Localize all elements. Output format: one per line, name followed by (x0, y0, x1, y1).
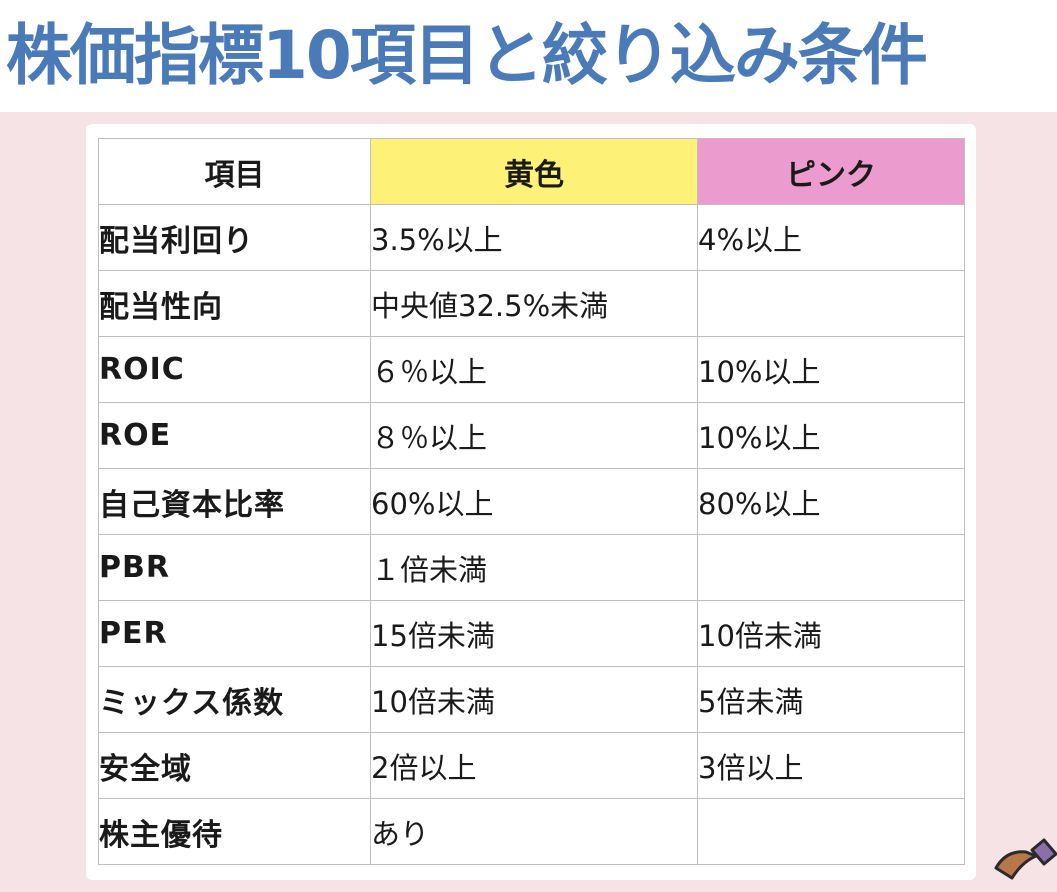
row-pink-value (697, 798, 965, 865)
row-yellow-value: ６％以上 (370, 336, 698, 403)
header-pink: ピンク (697, 138, 965, 205)
row-pink-value: 10%以上 (697, 402, 965, 469)
table-row: ROIC ６％以上 10%以上 (98, 336, 965, 403)
table-row: ミックス係数 10倍未満 5倍未満 (98, 666, 965, 733)
header-item: 項目 (98, 138, 371, 205)
table-row: PBR １倍未満 (98, 534, 965, 601)
header-yellow: 黄色 (370, 138, 698, 205)
row-yellow-value: １倍未満 (370, 534, 698, 601)
table-row: 安全域 2倍以上 3倍以上 (98, 732, 965, 799)
table-row: ROE ８％以上 10%以上 (98, 402, 965, 469)
row-yellow-value: ８％以上 (370, 402, 698, 469)
row-item: 配当利回り (98, 204, 371, 271)
row-pink-value: 10倍未満 (697, 600, 965, 667)
table-row: 自己資本比率 60%以上 80%以上 (98, 468, 965, 535)
table-row: 配当性向 中央値32.5%未満 (98, 270, 965, 337)
conditions-table: 項目 黄色 ピンク 配当利回り 3.5%以上 4%以上 配当性向 中央値32.5… (98, 138, 965, 865)
row-yellow-value: 2倍以上 (370, 732, 698, 799)
row-yellow-value: 60%以上 (370, 468, 698, 535)
row-item: 配当性向 (98, 270, 371, 337)
row-item: ROE (98, 402, 371, 469)
row-yellow-value: 中央値32.5%未満 (370, 270, 698, 337)
row-pink-value: 10%以上 (697, 336, 965, 403)
page-title: 株価指標10項目と絞り込み条件 (6, 17, 928, 94)
row-yellow-value: 15倍未満 (370, 600, 698, 667)
row-item: 自己資本比率 (98, 468, 371, 535)
row-item: PBR (98, 534, 371, 601)
row-pink-value: 3倍以上 (697, 732, 965, 799)
row-item: PER (98, 600, 371, 667)
row-pink-value: 80%以上 (697, 468, 965, 535)
table-row: 株主優待 あり (98, 798, 965, 865)
title-band: 株価指標10項目と絞り込み条件 (0, 0, 1057, 112)
row-yellow-value: 3.5%以上 (370, 204, 698, 271)
row-item: 株主優待 (98, 798, 371, 865)
table-header-row: 項目 黄色 ピンク (98, 138, 965, 205)
row-pink-value (697, 534, 965, 601)
row-item: ROIC (98, 336, 371, 403)
row-pink-value: 5倍未満 (697, 666, 965, 733)
row-item: 安全域 (98, 732, 371, 799)
row-item: ミックス係数 (98, 666, 371, 733)
row-yellow-value: 10倍未満 (370, 666, 698, 733)
row-pink-value (697, 270, 965, 337)
row-yellow-value: あり (370, 798, 698, 865)
table-row: 配当利回り 3.5%以上 4%以上 (98, 204, 965, 271)
hammer-illustration-icon (994, 838, 1057, 880)
table-row: PER 15倍未満 10倍未満 (98, 600, 965, 667)
row-pink-value: 4%以上 (697, 204, 965, 271)
